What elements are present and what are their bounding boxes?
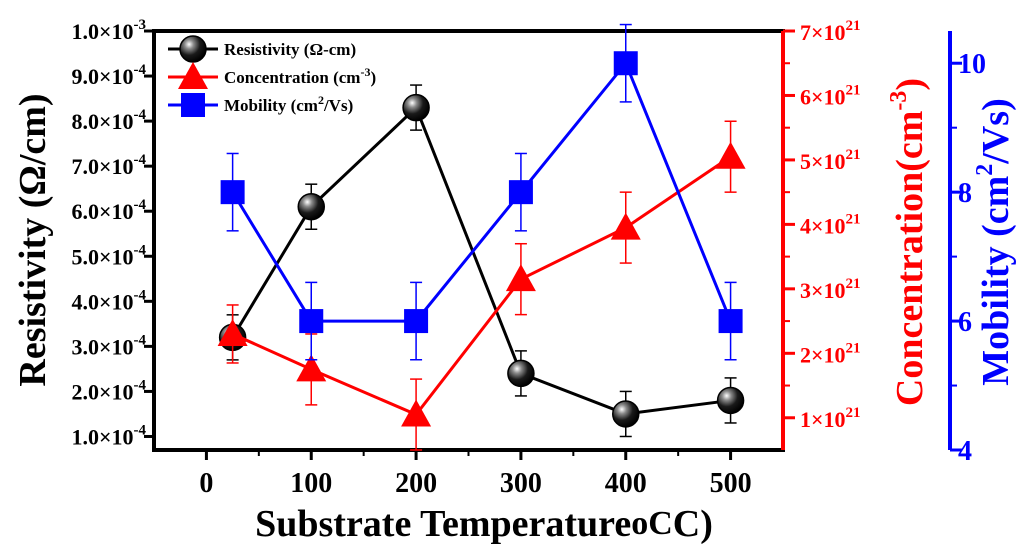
x-tick-label: 500 [710,468,752,499]
resistivity-point [716,386,745,415]
resistivity-tick-label: 4.0×10-4 [71,287,146,314]
legend: Resistivity (Ω-cm) Concentration (cm-3) Mo… [168,35,376,117]
legend-label-resistivity: Resistivity (Ω-cm) [224,40,356,59]
mobility-tick-label: 4 [958,436,972,467]
resistivity-tick-label: 8.0×10-4 [71,107,146,134]
resistivity-point [297,192,325,221]
mobility-line [231,60,732,323]
mobility-axis-title-exp: 2 [972,164,998,176]
resistivity-point [507,359,535,388]
x-tick-label: 0 [199,468,213,499]
x-tick-label: 400 [605,468,647,499]
resistivity-tick-label: 6.0×10-4 [71,197,146,224]
concentration-axis-title: Concentration(cm-3) [886,78,931,406]
concentration-tick-label: 7×1021 [800,18,861,45]
legend-label-mobility: Mobility (cm2/Vs) [224,93,353,115]
resistivity-tick-label: 5.0×10-4 [71,242,146,269]
mobility-tick-label: 10 [958,49,986,80]
resistivity-point [402,93,430,122]
mobility-tick-label: 8 [958,178,972,209]
concentration-point [715,141,746,169]
concentration-tick-label: 3×1021 [800,276,861,303]
resistivity-point [612,400,640,428]
x-axis-title: Substrate TemperatureoCC) [255,503,713,545]
concentration-point [296,354,327,382]
x-tick-label: 300 [500,468,542,499]
concentration-tick-label: 6×1021 [800,82,861,109]
concentration-line [232,155,732,417]
resistivity-axis-title: Resistivity (Ω/cm) [12,93,54,386]
series-layer [217,23,746,451]
resistivity-tick-label: 7.0×10-4 [71,152,146,179]
resistivity-line [231,104,731,416]
mobility-axis-title: Mobility (cm2/Vs) [972,98,1017,385]
resistivity-axis-ticks: 1.0×10-4 2.0×10-4 3.0×10-4 4.0×10-4 5.0×10-4… [71,17,154,449]
concentration-point [505,264,536,292]
legend-item-mobility: Mobility (cm2/Vs) [168,93,353,117]
concentration-point [217,318,248,346]
legend-marker-mobility [181,93,205,117]
mobility-point [508,180,533,205]
legend-marker-resistivity [179,35,207,63]
mobility-point [718,309,743,334]
legend-label-concentration: Concentration (cm-3) [224,65,376,87]
resistivity-tick-label: 1.0×10-3 [71,17,146,44]
resistivity-series [218,84,745,438]
concentration-axis-title-exp: -3 [886,91,912,111]
concentration-tick-label: 2×1021 [800,340,861,367]
resistivity-tick-label: 1.0×10-4 [71,422,146,449]
legend-item-concentration: Concentration (cm-3) [168,62,376,89]
concentration-tick-label: 1×1021 [800,405,861,432]
mobility-point [299,309,324,334]
concentration-point [610,212,641,240]
mobility-series [220,23,743,361]
concentration-tick-label: 4×1021 [800,211,861,238]
mobility-point [220,180,245,205]
resistivity-tick-label: 3.0×10-4 [71,332,146,359]
mobility-point [613,51,638,76]
concentration-tick-label: 5×1021 [800,147,861,174]
resistivity-tick-label: 2.0×10-4 [71,377,146,404]
x-axis-title-unit: oC [631,505,673,542]
resistivity-tick-label: 9.0×10-4 [71,62,146,89]
concentration-axis-ticks: 1×1021 2×1021 3×1021 4×1021 5×1021 6×1021 7×10… [783,18,861,432]
x-axis-ticks: 0 100 200 300 400 500 [199,450,752,499]
mobility-point [404,309,429,334]
mobility-tick-label: 6 [958,307,972,338]
concentration-series [217,120,746,451]
x-tick-label: 200 [395,468,437,499]
legend-item-resistivity: Resistivity (Ω-cm) [168,35,356,63]
legend-marker-concentration [178,62,208,89]
concentration-point [401,399,432,427]
x-tick-label: 100 [290,468,332,499]
mobility-axis-ticks: 4 6 8 10 [950,49,986,467]
